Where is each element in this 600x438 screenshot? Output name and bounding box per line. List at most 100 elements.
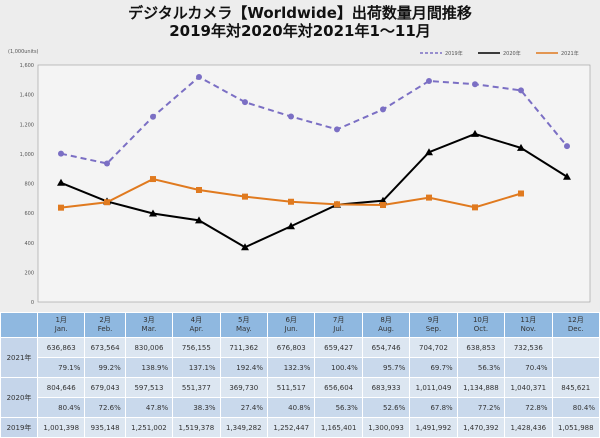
data-point xyxy=(472,204,478,211)
month-jp: 6月 xyxy=(285,316,297,324)
data-point xyxy=(288,198,294,205)
percent-cell: 80.4% xyxy=(36,397,86,418)
month-header: 6月 Jun. xyxy=(266,312,316,338)
data-point xyxy=(58,150,64,157)
value-cell: 673,564 xyxy=(84,337,126,358)
value-cell: 1,051,988 xyxy=(551,417,600,438)
value-cell xyxy=(551,337,600,358)
row-label: 2019年 xyxy=(0,417,38,438)
month-header: 1月 Jan. xyxy=(36,312,86,338)
percent-cell: 67.8% xyxy=(409,397,458,418)
value-cell: 1,001,398 xyxy=(36,417,86,438)
data-point xyxy=(104,199,110,206)
percent-cell: 99.2% xyxy=(84,357,126,378)
value-cell: 704,702 xyxy=(409,337,458,358)
percent-cell: 56.3% xyxy=(456,357,506,378)
month-en: Feb. xyxy=(97,325,113,333)
month-header: 5月 May. xyxy=(219,312,269,338)
value-cell: 1,252,447 xyxy=(266,417,316,438)
month-en: Mar. xyxy=(141,325,157,333)
value-cell: 1,470,392 xyxy=(456,417,506,438)
value-cell: 659,427 xyxy=(314,337,363,358)
data-point xyxy=(380,202,386,209)
value-cell: 597,513 xyxy=(124,377,174,398)
y-tick-label: 600 xyxy=(24,211,34,217)
table-row: 2019年 1,001,398 935,148 1,251,002 1,519,378 1… xyxy=(0,417,600,438)
chart-title: デジタルカメラ【Worldwide】出荷数量月間推移 xyxy=(128,4,472,22)
month-jp: 7月 xyxy=(332,316,345,324)
percent-cell: 137.1% xyxy=(172,357,221,378)
value-cell: 1,040,371 xyxy=(504,377,553,398)
month-header: 11月 Nov. xyxy=(504,312,553,338)
month-jp: 8月 xyxy=(380,316,392,324)
data-point xyxy=(58,204,64,211)
data-point xyxy=(518,190,524,197)
month-jp: 3月 xyxy=(143,316,155,324)
data-point xyxy=(517,143,525,151)
y-tick-label: 800 xyxy=(24,182,34,188)
month-header: 10月 Oct. xyxy=(456,312,506,338)
data-point xyxy=(426,77,432,84)
value-cell: 1,349,282 xyxy=(219,417,269,438)
month-jp: 1月 xyxy=(55,316,67,324)
plot-area xyxy=(37,64,591,303)
row-label: 2020年 xyxy=(0,377,38,418)
percent-cell: 69.7% xyxy=(409,357,458,378)
table-row: 2021年 636,863 673,564 830,006 756,155 711,362… xyxy=(0,337,600,378)
data-point xyxy=(472,81,478,88)
percent-cell: 70.4% xyxy=(504,357,553,378)
row-label: 2021年 xyxy=(0,337,38,378)
chart-subtitle: 2019年対2020年対2021年1～11月 xyxy=(169,22,431,40)
table-row: 79.1% 99.2% 138.9% 137.1% 192.4% 132.3% 100.4%… xyxy=(1,357,600,378)
data-point xyxy=(425,148,433,156)
percent-cell xyxy=(551,357,600,378)
month-en: Oct. xyxy=(473,325,489,333)
data-point xyxy=(196,73,202,80)
y-tick-label: 1,400 xyxy=(20,93,34,99)
value-cell: 1,300,093 xyxy=(361,417,411,438)
data-point xyxy=(104,160,110,167)
month-jp: 5月 xyxy=(238,316,250,324)
month-header: 12月 Dec. xyxy=(551,312,600,338)
month-en: Apr. xyxy=(189,325,204,333)
data-point xyxy=(242,99,248,106)
month-en: Jun. xyxy=(284,325,298,333)
percent-cell: 72.6% xyxy=(84,397,126,418)
percent-cell: 77.2% xyxy=(456,397,506,418)
month-header: 8月 Aug. xyxy=(361,312,411,338)
value-cell: 656,604 xyxy=(314,377,363,398)
series-line-2019年 xyxy=(60,75,568,165)
value-cell: 830,006 xyxy=(124,337,174,358)
data-table: 1月 Jan. 2月 Feb. 3月 Mar. 4月 Apr. 5月 May. 6月 Jun. 7月 Ju… xyxy=(0,312,600,438)
data-point xyxy=(241,243,249,251)
percent-cell: 192.4% xyxy=(219,357,269,378)
y-tick-label: 1,000 xyxy=(20,152,34,158)
value-cell: 1,251,002 xyxy=(124,417,174,438)
table-row: 2020年 804,646 679,043 597,513 551,377 369,730… xyxy=(0,377,600,418)
data-point xyxy=(196,186,202,193)
data-point xyxy=(334,126,340,133)
data-point xyxy=(150,113,156,120)
month-jp: 12月 xyxy=(567,316,584,324)
month-jp: 2月 xyxy=(99,316,111,324)
percent-cell: 138.9% xyxy=(124,357,174,378)
corner-cell xyxy=(0,312,38,338)
legend-label: 2020年 xyxy=(503,50,521,57)
value-cell: 551,377 xyxy=(172,377,221,398)
percent-cell: 80.4% xyxy=(551,397,600,418)
value-cell: 756,155 xyxy=(172,337,221,358)
value-cell: 683,933 xyxy=(361,377,411,398)
percent-cell: 38.3% xyxy=(172,397,221,418)
data-point xyxy=(379,196,387,204)
data-point xyxy=(287,222,295,230)
data-point xyxy=(150,176,156,183)
value-cell: 1,491,992 xyxy=(409,417,458,438)
value-cell: 1,011,049 xyxy=(409,377,458,398)
y-unit-label: (1,000units) xyxy=(8,49,39,55)
value-cell: 638,853 xyxy=(456,337,506,358)
value-cell: 676,803 xyxy=(266,337,316,358)
month-header: 7月 Jul. xyxy=(314,312,363,338)
value-cell: 711,362 xyxy=(219,337,269,358)
value-cell: 804,646 xyxy=(36,377,86,398)
data-point xyxy=(149,209,157,217)
